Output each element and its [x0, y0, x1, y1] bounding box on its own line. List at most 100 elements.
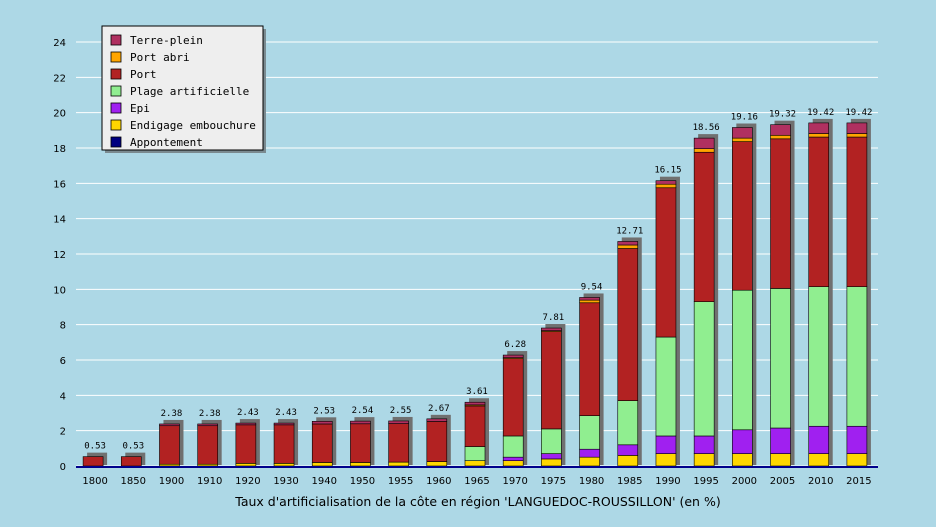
bar-segment	[655, 180, 677, 185]
bar-segment	[579, 302, 600, 416]
x-tick-label: 1910	[197, 476, 222, 487]
bar-segment	[502, 456, 524, 461]
data-label: 2.53	[313, 406, 335, 416]
bar-segment	[617, 400, 639, 446]
bar-segment	[655, 336, 677, 437]
bar-segment	[655, 435, 677, 454]
y-tick-label: 8	[60, 321, 66, 332]
x-tick-label: 2010	[808, 476, 833, 487]
y-tick-label: 24	[53, 38, 66, 49]
legend-swatch	[110, 102, 122, 114]
legend-item: Terre-plein	[110, 34, 203, 47]
x-tick-label: 1850	[121, 476, 146, 487]
bar-segment	[464, 401, 486, 406]
bar-segment	[693, 453, 715, 467]
bar-segment	[388, 423, 409, 463]
y-tick-label: 14	[53, 215, 66, 226]
bar-stack-1920	[235, 419, 260, 467]
bar-segment	[808, 286, 830, 427]
legend-box	[101, 25, 264, 151]
data-label: 0.53	[84, 442, 106, 452]
bar-segment	[541, 453, 562, 460]
x-tick-label: 1950	[350, 476, 375, 487]
y-tick-label: 4	[60, 391, 66, 402]
legend-swatch	[110, 68, 122, 80]
bar-segment	[159, 425, 180, 465]
bar-segment	[273, 424, 295, 464]
bar-segment	[541, 428, 562, 454]
bar-segment	[617, 444, 639, 456]
y-tick-label: 18	[53, 144, 66, 155]
bar-stack-1800	[82, 452, 108, 467]
bar-segment	[770, 134, 791, 140]
data-label: 7.81	[543, 313, 565, 323]
data-label: 19.42	[807, 108, 834, 118]
bar-segment	[732, 453, 753, 467]
data-label: 2.55	[390, 406, 412, 416]
bar-segment	[808, 425, 830, 454]
bar-segment	[770, 288, 791, 429]
bar-segment	[579, 297, 600, 301]
bar-segment	[846, 136, 868, 287]
bar-segment	[846, 133, 868, 138]
bar-segment	[808, 453, 830, 467]
data-label: 2.67	[428, 404, 450, 414]
bars: 0.53 0.53 2.38 2.38 2.43 2.43 2.53 2.54 2.55 2.67…	[82, 108, 872, 467]
data-label: 2.54	[352, 406, 374, 416]
bar-stack-1985	[617, 237, 642, 467]
legend-label: Epi	[130, 102, 150, 115]
bar-stack-2010	[808, 118, 833, 467]
bar-segment	[502, 435, 524, 458]
y-tick-label: 12	[53, 250, 66, 261]
x-tick-label: 1965	[464, 476, 489, 487]
bar-stack-1950	[350, 417, 375, 467]
bar-segment	[388, 420, 409, 424]
legend-item: Port	[110, 68, 157, 81]
data-label: 16.15	[654, 166, 681, 176]
legend-label: Endigage embouchure	[130, 119, 256, 132]
x-axis-label: Taux d'artificialisation de la côte en r…	[234, 494, 720, 509]
data-label: 9.54	[581, 282, 603, 292]
bar-segment	[579, 299, 600, 304]
bar-segment	[350, 420, 371, 425]
legend-swatch	[110, 119, 122, 131]
bar-segment	[273, 463, 295, 467]
bar-segment	[464, 405, 486, 447]
legend-swatch	[110, 85, 122, 97]
data-label: 2.43	[275, 408, 297, 418]
bar-stack-1910	[197, 419, 222, 467]
legend-label: Terre-plein	[130, 34, 203, 47]
legend-item: Plage artificielle	[110, 85, 249, 98]
bar-stack-1900	[159, 419, 184, 467]
bar-segment	[655, 187, 677, 338]
bar-stack-1960	[426, 414, 451, 467]
legend-item: Endigage embouchure	[110, 119, 256, 132]
bar-segment	[120, 456, 142, 467]
bar-segment	[617, 241, 639, 246]
bar-stack-2000	[732, 123, 757, 467]
bar-segment	[579, 448, 600, 458]
bar-segment	[464, 446, 486, 462]
bar-segment	[82, 456, 104, 467]
data-label: 2.43	[237, 408, 259, 418]
bar-segment	[502, 358, 524, 437]
bar-segment	[655, 183, 677, 189]
bar-segment	[655, 453, 677, 467]
bar-segment	[426, 461, 448, 467]
bar-segment	[693, 137, 715, 150]
x-tick-label: 1955	[388, 476, 413, 487]
bar-segment	[197, 425, 218, 465]
bar-stack-1970	[502, 351, 528, 467]
legend-swatch	[110, 136, 122, 148]
data-label: 0.53	[122, 442, 144, 452]
data-label: 19.32	[769, 110, 796, 120]
y-tick-label: 16	[53, 179, 66, 190]
bar-segment	[770, 124, 791, 136]
data-label: 3.61	[466, 387, 488, 397]
y-tick-label: 6	[60, 356, 66, 367]
bar-segment	[235, 463, 257, 467]
bar-stack-1965	[464, 398, 489, 467]
bar-segment	[502, 460, 524, 467]
x-tick-label: 1985	[617, 476, 642, 487]
